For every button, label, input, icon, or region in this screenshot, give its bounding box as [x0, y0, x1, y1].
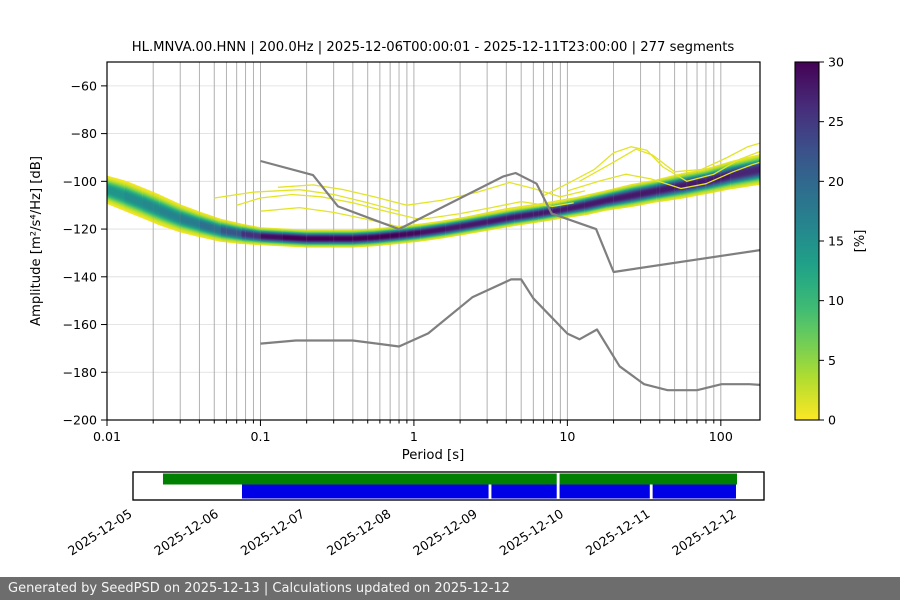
- plot-title: HL.MNVA.00.HNN | 200.0Hz | 2025-12-06T00…: [132, 40, 735, 55]
- peterson-noise-model-lines: [260, 159, 761, 392]
- timeline-date-labels: 2025-12-05 2025-12-06 2025-12-07 2025-12-08…: [65, 506, 739, 558]
- timeline-date-label: 2025-12-06: [151, 506, 221, 558]
- colorbar-label: [%]: [853, 230, 868, 253]
- x-axis-label: Period [s]: [402, 448, 464, 463]
- timeline-date-label: 2025-12-10: [497, 506, 567, 558]
- svg-text:−160: −160: [62, 317, 97, 332]
- ppsd-figure: HL.MNVA.00.HNN | 200.0Hz | 2025-12-06T00…: [29, 40, 868, 558]
- svg-text:−140: −140: [62, 269, 97, 284]
- footer-bar: Generated by SeedPSD on 2025-12-13 | Cal…: [0, 577, 900, 600]
- timeline-coverage-segments: [162, 473, 737, 499]
- timeline-date-label: 2025-12-11: [583, 506, 653, 558]
- plot-frame: [106, 61, 761, 421]
- svg-text:−80: −80: [70, 126, 97, 141]
- svg-text:0.01: 0.01: [93, 429, 121, 444]
- axis-ticks: 0.01 0.1 1 10 100 −60 −80 −100 −120 −140 −160 −180 −…: [62, 78, 732, 444]
- timeline-date-label: 2025-12-12: [669, 506, 739, 558]
- svg-text:0: 0: [828, 413, 836, 428]
- svg-text:10: 10: [828, 293, 844, 308]
- svg-text:−60: −60: [70, 78, 97, 93]
- timeline-date-label: 2025-12-08: [324, 506, 394, 558]
- y-axis-label: Amplitude [m²/s⁴/Hz] [dB]: [29, 156, 44, 326]
- gridlines-overlay: [106, 62, 722, 420]
- svg-text:−180: −180: [62, 365, 97, 380]
- footer-text: Generated by SeedPSD on 2025-12-13 | Cal…: [8, 581, 510, 596]
- timeline-date-label: 2025-12-07: [238, 506, 308, 558]
- svg-text:−100: −100: [62, 174, 97, 189]
- colorbar: [794, 61, 820, 421]
- psd-outlier-curves: [214, 142, 761, 228]
- timeline-bar-frame: [132, 471, 765, 501]
- svg-text:0.1: 0.1: [250, 429, 270, 444]
- colorbar-ticks: 0 5 10 15 20 25 30: [819, 55, 844, 428]
- timeline-date-label: 2025-12-05: [65, 506, 135, 558]
- svg-text:25: 25: [828, 114, 844, 129]
- timeline-date-label: 2025-12-09: [410, 506, 480, 558]
- svg-text:−120: −120: [62, 222, 97, 237]
- svg-text:10: 10: [559, 429, 575, 444]
- svg-text:15: 15: [828, 234, 844, 249]
- svg-text:30: 30: [828, 55, 844, 70]
- svg-text:5: 5: [828, 353, 836, 368]
- svg-text:−200: −200: [62, 413, 97, 428]
- svg-text:100: 100: [709, 429, 733, 444]
- ppsd-density-cloud: [106, 154, 761, 248]
- svg-text:20: 20: [828, 174, 844, 189]
- svg-text:1: 1: [410, 429, 418, 444]
- gridlines: [106, 62, 760, 421]
